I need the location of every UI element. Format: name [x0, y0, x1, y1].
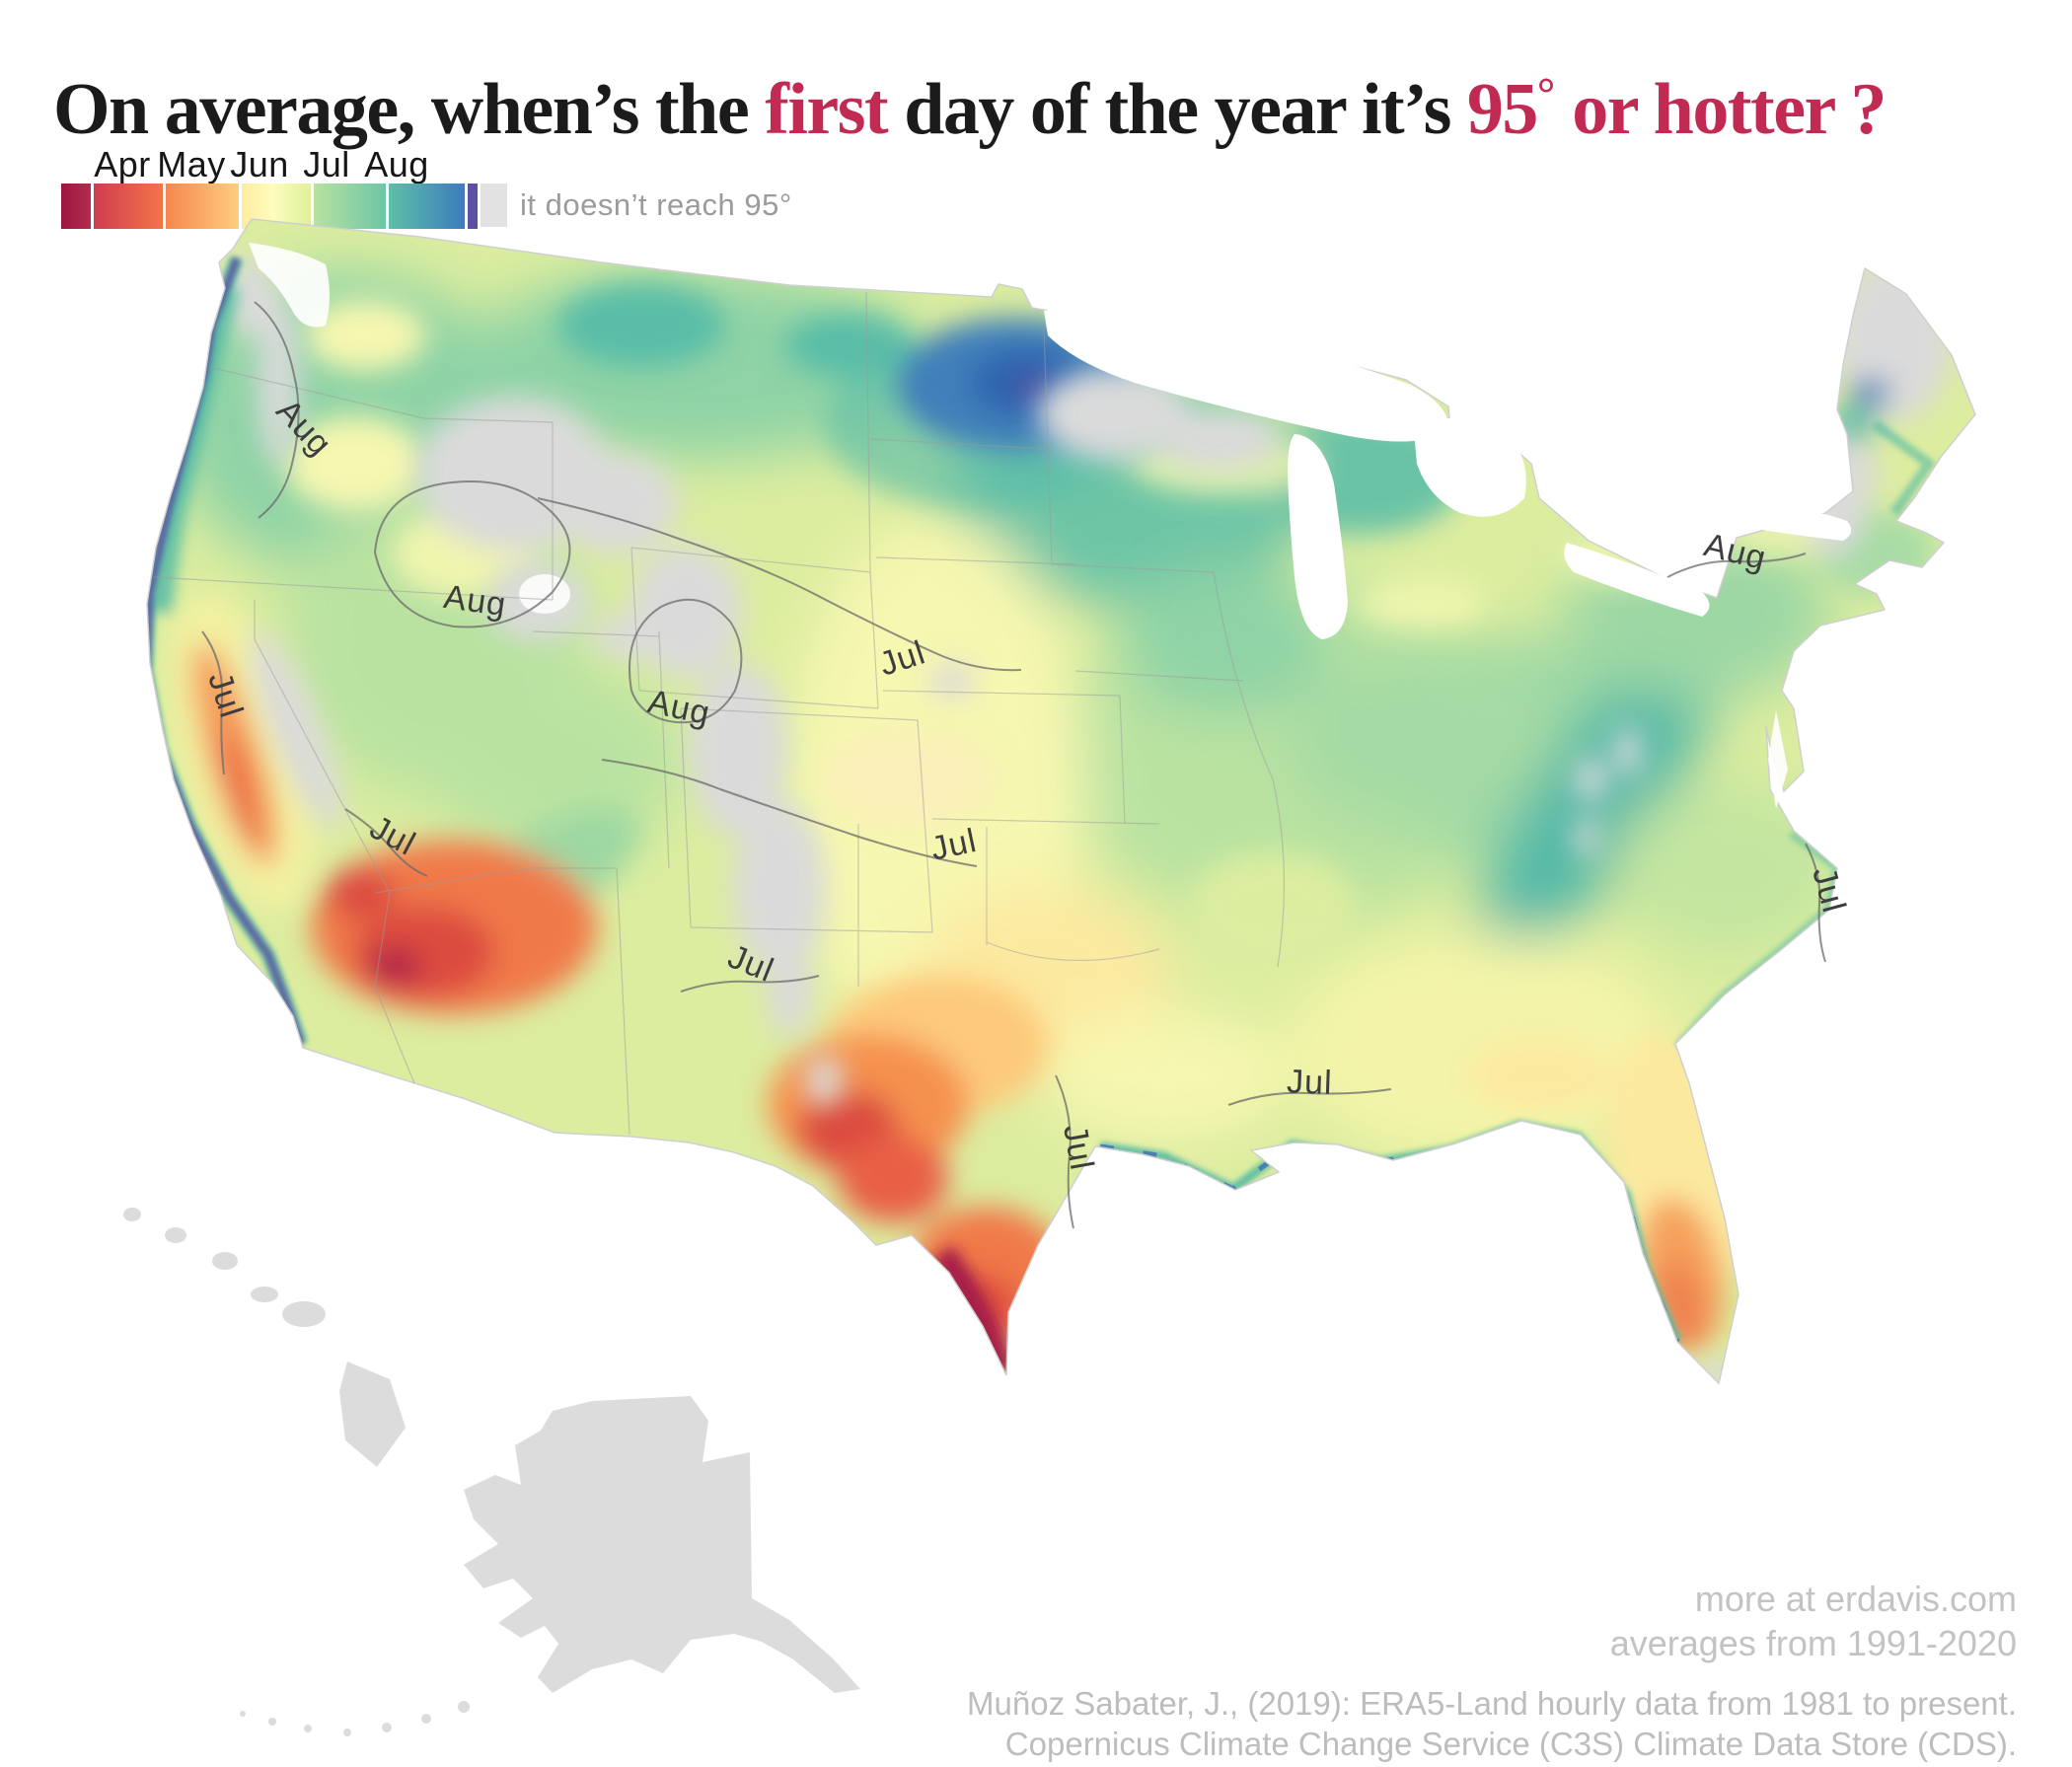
legend-color-segment	[468, 184, 478, 229]
state-borders	[152, 291, 1286, 1136]
legend-month-label: Apr	[94, 144, 151, 184]
legend-color-segment	[166, 184, 239, 229]
contour-label: Aug	[441, 578, 508, 624]
attribution-source: more at erdavis.com averages from 1991-2…	[1610, 1577, 2017, 1665]
alaska-silhouette	[240, 1396, 860, 1736]
page-title: On average, when’s the first day of the …	[53, 67, 1928, 152]
no-data-label: it doesn’t reach 95°	[520, 187, 792, 222]
choropleth-field	[147, 219, 1975, 1383]
legend-no-data: it doesn’t reach 95°	[481, 184, 792, 227]
contour-label: Jul	[1056, 1122, 1100, 1173]
title-text: On average, when’s the	[53, 68, 766, 150]
citation-line-2: Copernicus Climate Change Service (C3S) …	[1004, 1726, 2017, 1762]
attribution-citation: Muñoz Sabater, J., (2019): ERA5-Land hou…	[967, 1683, 2017, 1764]
legend-month-label: May	[157, 144, 226, 184]
legend-color-segment	[61, 184, 91, 229]
us-outline	[146, 218, 1976, 1385]
title-accent-first: first	[765, 68, 889, 150]
attribution-link: more at erdavis.com	[1694, 1579, 2017, 1619]
legend-color-segment	[94, 184, 163, 229]
title-accent-hotter: or hotter ?	[1555, 68, 1887, 150]
legend-month-label: Jun	[230, 144, 289, 184]
legend-colorbar	[61, 184, 478, 229]
citation-line-1: Muñoz Sabater, J., (2019): ERA5-Land hou…	[967, 1685, 2017, 1722]
month-contours	[201, 301, 1826, 1229]
legend-color-segment	[314, 184, 386, 229]
legend-month-label: Jul	[303, 144, 350, 184]
legend-color-segment	[389, 184, 465, 229]
hawaii-silhouette	[123, 1208, 406, 1467]
great-lakes	[249, 243, 1852, 809]
no-data-swatch	[481, 184, 507, 227]
legend-month-label: Aug	[364, 144, 429, 184]
contour-label: Jul	[927, 822, 980, 868]
attribution-period: averages from 1991-2020	[1609, 1623, 2017, 1663]
contour-label: Jul	[1287, 1063, 1334, 1102]
title-accent-95: 95	[1466, 68, 1539, 150]
degree-symbol: °	[1536, 67, 1556, 118]
title-text-2: day of the year it’s	[887, 68, 1467, 150]
